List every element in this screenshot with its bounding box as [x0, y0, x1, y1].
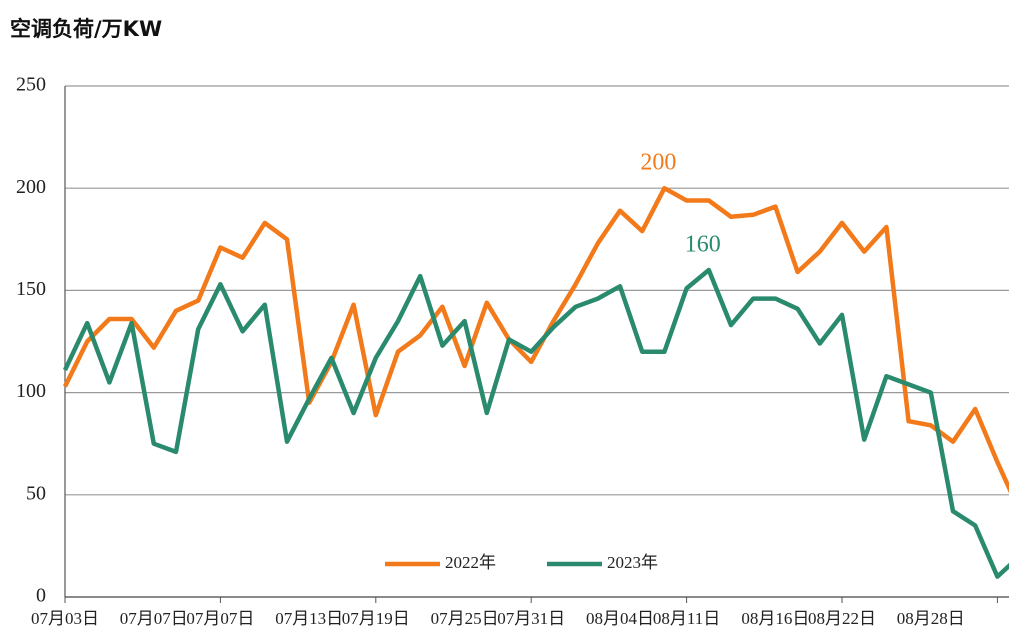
x-tick-label: 08月28日 — [897, 609, 965, 628]
x-tick-label: 07月07日 — [120, 609, 188, 628]
x-tick-label: 07月03日 — [31, 609, 99, 628]
y-tick-label: 0 — [36, 585, 46, 607]
y-tick-label: 250 — [16, 74, 46, 96]
x-tick-label: 08月16日 — [741, 609, 809, 628]
legend-label: 2023年 — [607, 553, 658, 572]
x-tick-label: 07月19日 — [342, 609, 410, 628]
y-tick-label: 100 — [16, 380, 46, 402]
y-tick-label: 200 — [16, 176, 46, 198]
x-tick-label: 07月31日 — [497, 609, 565, 628]
max-label: 200 — [640, 150, 676, 176]
x-tick-label: 07月13日 — [275, 609, 343, 628]
x-tick-label: 07月25日 — [431, 609, 499, 628]
series-line — [62, 267, 1009, 579]
x-tick-label: 07月07日 — [186, 609, 254, 628]
chart-title: 空调负荷/万KW — [10, 17, 162, 41]
y-tick-label: 50 — [26, 482, 46, 504]
x-tick-label: 08月04日 — [586, 609, 654, 628]
y-tick-label: 150 — [16, 278, 46, 300]
max-label: 160 — [685, 231, 721, 257]
x-tick-label: 08月22日 — [808, 609, 876, 628]
legend-label: 2022年 — [445, 553, 496, 572]
x-tick-label: 08月11日 — [653, 609, 720, 628]
series-line — [62, 185, 1009, 494]
